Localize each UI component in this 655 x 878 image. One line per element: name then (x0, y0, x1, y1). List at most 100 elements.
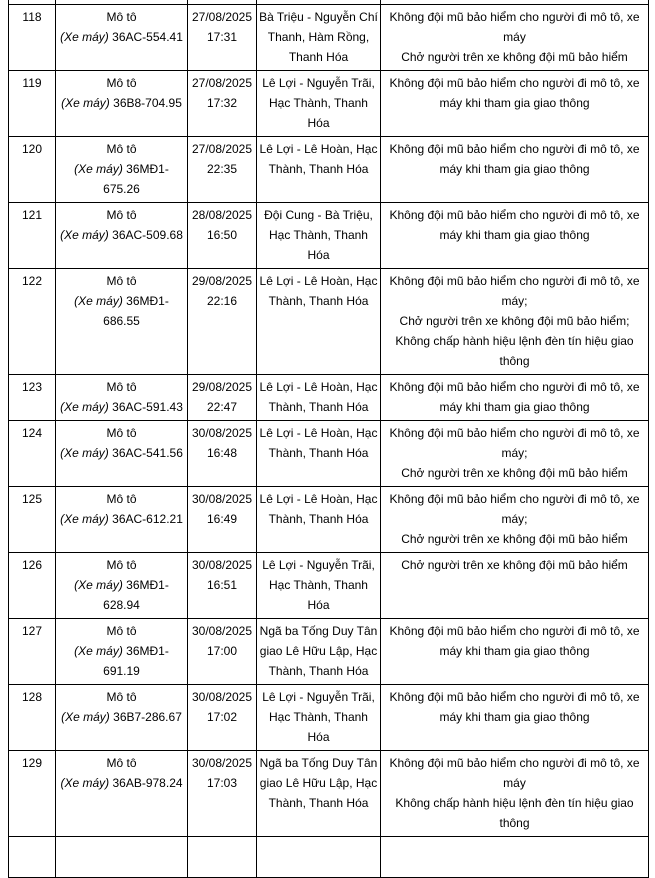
row-number: 118 (22, 10, 42, 24)
datetime-cell: 30/08/2025 16:49 (187, 486, 257, 553)
vehicle-type: Mô tô (106, 10, 137, 24)
vehicle-cell: Mô tô (Xe máy) 36MĐ1-675.26 (55, 136, 188, 203)
empty-cell (8, 836, 56, 878)
row-number: 129 (21, 756, 43, 770)
row-number-cell: 129 (8, 750, 56, 837)
license-plate: 36AC-541.56 (112, 446, 183, 460)
datetime-cell: 27/08/2025 17:32 (187, 70, 257, 137)
license-plate: 36MĐ1-675.26 (103, 162, 169, 196)
vehicle-type: Mô tô (106, 690, 137, 704)
violation-line: Chở người trên xe không đội mũ bảo hiểm; (399, 314, 630, 328)
table-row: 120 Mô tô (Xe máy) 36MĐ1-675.26 27/08/2025 2… (8, 136, 649, 203)
violation-line: Không đội mũ bảo hiểm cho người đi mô tô… (389, 690, 640, 724)
location-text: Lê Lợi - Lê Hoàn, Hạc Thành, Thanh Hóa (259, 142, 378, 176)
vehicle-plate-line: (Xe máy) 36AC-541.56 (58, 443, 185, 463)
vehicle-type: Mô tô (106, 426, 137, 440)
location-text: Lê Lợi - Lê Hoàn, Hạc Thành, Thanh Hóa (259, 426, 378, 460)
vehicle-kind: (Xe máy) (74, 578, 123, 592)
violation-date: 30/08/2025 (191, 690, 253, 704)
vehicle-plate-line: (Xe máy) 36AC-509.68 (58, 225, 185, 245)
violation-date: 30/08/2025 (191, 624, 253, 638)
vehicle-type: Mô tô (106, 756, 137, 770)
violation-date: 28/08/2025 (191, 208, 253, 222)
violation-time: 16:49 (206, 512, 238, 526)
vehicle-plate-line: (Xe máy) 36B7-286.67 (58, 707, 185, 727)
vehicle-kind: (Xe máy) (61, 96, 110, 110)
row-number: 124 (21, 426, 43, 440)
violation-time: 22:35 (206, 162, 238, 176)
violation-time: 16:48 (206, 446, 238, 460)
vehicle-plate-line: (Xe máy) 36AC-612.21 (58, 509, 185, 529)
violation-cell: Chở người trên xe không đội mũ bảo hiểm (380, 552, 649, 619)
vehicle-cell: Mô tô (Xe máy) 36AC-554.41 (55, 4, 188, 71)
datetime-cell: 30/08/2025 17:00 (187, 618, 257, 685)
location-text: Lê Lợi - Nguyễn Trãi, Hạc Thành, Thanh H… (262, 558, 375, 612)
datetime-cell: 29/08/2025 22:47 (187, 374, 257, 421)
violation-line: Không đội mũ bảo hiểm cho người đi mô tô… (389, 624, 640, 658)
license-plate: 36B7-286.67 (113, 710, 182, 724)
license-plate: 36MĐ1-686.55 (103, 294, 169, 328)
violation-line: Không đội mũ bảo hiểm cho người đi mô tô… (389, 426, 640, 460)
vehicle-cell: Mô tô (Xe máy) 36AC-591.43 (55, 374, 188, 421)
vehicle-cell: Mô tô (Xe máy) 36MĐ1-628.94 (55, 552, 188, 619)
location-cell: Đội Cung - Bà Triệu, Hạc Thành, Thanh Hó… (256, 202, 381, 269)
vehicle-type: Mô tô (106, 274, 137, 288)
vehicle-kind: (Xe máy) (60, 228, 109, 242)
license-plate: 36AC-612.21 (112, 512, 183, 526)
violation-line: Chở người trên xe không đội mũ bảo hiểm (401, 558, 628, 572)
violation-line: Không đội mũ bảo hiểm cho người đi mô tô… (389, 380, 640, 414)
row-number: 126 (21, 558, 43, 572)
row-number: 120 (21, 142, 43, 156)
location-cell: Ngã ba Tống Duy Tân giao Lê Hữu Lập, Hạc… (256, 750, 381, 837)
location-cell: Bà Triệu - Nguyễn Chí Thanh, Hàm Rồng, T… (256, 4, 381, 71)
violation-line: Không đội mũ bảo hiểm cho người đi mô tô… (389, 142, 640, 176)
vehicle-plate-line: (Xe máy) 36MĐ1-686.55 (58, 291, 185, 331)
vehicle-kind: (Xe máy) (60, 446, 109, 460)
violation-cell: Không đội mũ bảo hiểm cho người đi mô tô… (380, 486, 649, 553)
vehicle-plate-line: (Xe máy) 36B8-704.95 (58, 93, 185, 113)
violation-line: Không đội mũ bảo hiểm cho người đi mô tô… (389, 492, 640, 526)
datetime-cell: 30/08/2025 17:03 (187, 750, 257, 837)
violation-time: 16:50 (206, 228, 238, 242)
row-number-cell: 121 (8, 202, 56, 269)
datetime-cell: 28/08/2025 16:50 (187, 202, 257, 269)
location-cell: Lê Lợi - Nguyễn Trãi, Hạc Thành, Thanh H… (256, 684, 381, 751)
license-plate: 36AC-509.68 (112, 228, 183, 242)
row-number: 127 (21, 624, 43, 638)
datetime-cell: 27/08/2025 22:35 (187, 136, 257, 203)
vehicle-type: Mô tô (106, 208, 137, 222)
violation-date: 29/08/2025 (191, 274, 253, 288)
location-cell: Lê Lợi - Lê Hoàn, Hạc Thành, Thanh Hóa (256, 486, 381, 553)
license-plate: 36MĐ1-691.19 (103, 644, 169, 678)
row-number-cell: 119 (8, 70, 56, 137)
vehicle-cell: Mô tô (Xe máy) 36MĐ1-686.55 (55, 268, 188, 375)
violation-line: Chở người trên xe không đội mũ bảo hiểm (401, 466, 628, 480)
row-number: 121 (21, 208, 43, 222)
vehicle-kind: (Xe máy) (74, 294, 123, 308)
vehicle-cell: Mô tô (Xe máy) 36AC-509.68 (55, 202, 188, 269)
violation-cell: Không đội mũ bảo hiểm cho người đi mô tô… (380, 136, 649, 203)
row-number-cell: 123 (8, 374, 56, 421)
vehicle-cell: Mô tô (Xe máy) 36B8-704.95 (55, 70, 188, 137)
table-row: 121 Mô tô (Xe máy) 36AC-509.68 28/08/2025 16… (8, 202, 649, 269)
vehicle-type: Mô tô (106, 558, 137, 572)
table-row: 123 Mô tô (Xe máy) 36AC-591.43 29/08/2025 22… (8, 374, 649, 421)
location-cell: Lê Lợi - Lê Hoàn, Hạc Thành, Thanh Hóa (256, 374, 381, 421)
violation-time: 17:00 (206, 644, 238, 658)
license-plate: 36AC-554.41 (112, 30, 183, 44)
violation-date: 27/08/2025 (191, 76, 253, 90)
vehicle-kind: (Xe máy) (60, 400, 109, 414)
violation-date: 30/08/2025 (191, 756, 253, 770)
violation-time: 16:51 (206, 578, 238, 592)
violation-cell: Không đội mũ bảo hiểm cho người đi mô tô… (380, 70, 649, 137)
vehicle-kind: (Xe máy) (74, 162, 123, 176)
violation-line: Không đội mũ bảo hiểm cho người đi mô tô… (389, 208, 640, 242)
vehicle-cell: Mô tô (Xe máy) 36B7-286.67 (55, 684, 188, 751)
violation-line: Chở người trên xe không đội mũ bảo hiểm (401, 532, 628, 546)
location-cell: Lê Lợi - Lê Hoàn, Hạc Thành, Thanh Hóa (256, 420, 381, 487)
violation-time: 22:47 (206, 400, 238, 414)
row-number-cell: 126 (8, 552, 56, 619)
vehicle-type: Mô tô (106, 142, 137, 156)
violation-cell: Không đội mũ bảo hiểm cho người đi mô tô… (380, 374, 649, 421)
empty-cell (256, 836, 381, 878)
